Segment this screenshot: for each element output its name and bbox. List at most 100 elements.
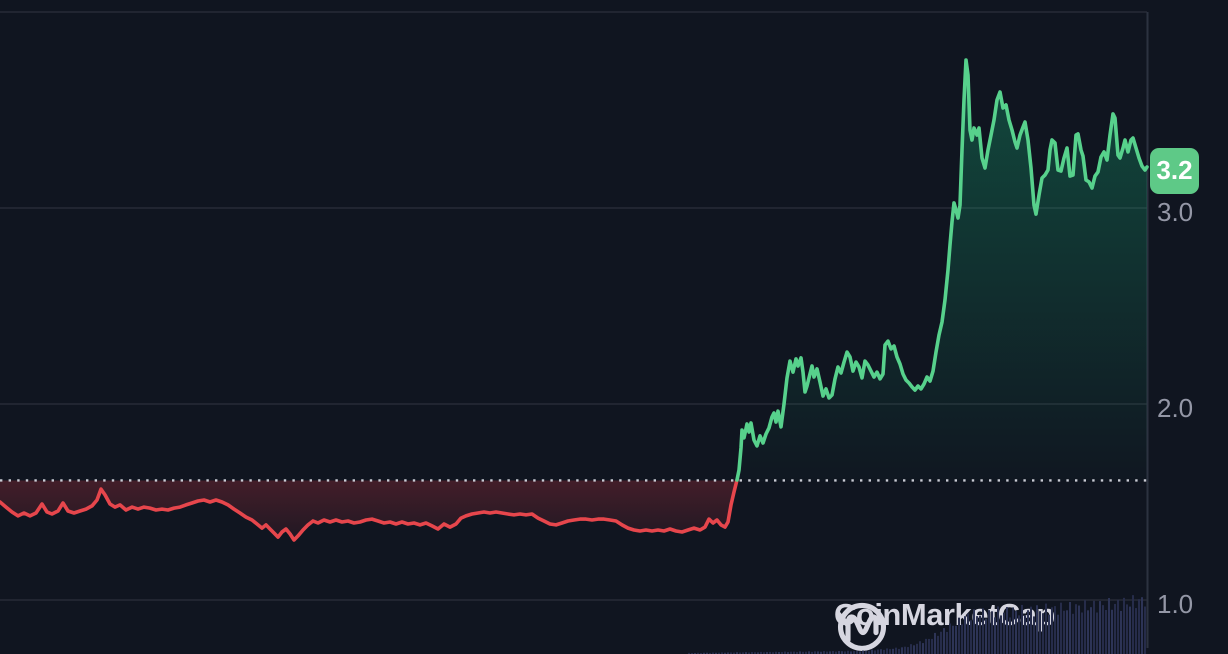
volume-bar bbox=[955, 625, 957, 654]
volume-bar bbox=[700, 652, 702, 654]
volume-bar bbox=[724, 652, 726, 654]
volume-bar bbox=[781, 652, 783, 654]
volume-bar bbox=[997, 606, 999, 654]
volume-bar bbox=[739, 652, 741, 654]
volume-bar bbox=[847, 650, 849, 654]
volume-bar bbox=[778, 652, 780, 654]
volume-bar bbox=[958, 617, 960, 654]
volume-bar bbox=[1021, 604, 1023, 654]
up-area-fill bbox=[737, 60, 1147, 481]
volume-bar bbox=[1090, 607, 1092, 654]
volume-bar bbox=[1063, 610, 1065, 654]
volume-bar bbox=[709, 652, 711, 654]
volume-bar bbox=[883, 649, 885, 654]
volume-bar bbox=[718, 652, 720, 654]
volume-bar bbox=[1030, 606, 1032, 654]
volume-bar bbox=[1045, 603, 1047, 654]
volume-bar bbox=[964, 616, 966, 654]
volume-bar bbox=[1042, 613, 1044, 654]
volume-bar bbox=[982, 608, 984, 654]
volume-bar bbox=[1036, 605, 1038, 654]
volume-bar bbox=[805, 651, 807, 654]
volume-bar bbox=[1012, 607, 1014, 654]
volume-bar bbox=[772, 652, 774, 654]
volume-bar bbox=[793, 651, 795, 654]
volume-bar bbox=[832, 651, 834, 654]
last-price-value: 3.2 bbox=[1156, 155, 1193, 186]
volume-bar bbox=[1081, 612, 1083, 654]
volume-bar bbox=[1096, 612, 1098, 654]
volume-bar bbox=[1048, 614, 1050, 654]
volume-bar bbox=[1078, 605, 1080, 654]
volume-bar bbox=[835, 651, 837, 654]
volume-bar bbox=[886, 648, 888, 654]
volume-bar bbox=[1000, 615, 1002, 654]
volume-bar bbox=[1057, 614, 1059, 654]
volume-bar bbox=[790, 651, 792, 654]
volume-bar bbox=[727, 652, 729, 654]
volume-bar bbox=[1135, 608, 1137, 654]
volume-bar bbox=[715, 652, 717, 654]
volume-bar bbox=[898, 648, 900, 654]
volume-bar bbox=[925, 638, 927, 654]
volume-bar bbox=[1117, 599, 1119, 654]
volume-bar bbox=[1111, 609, 1113, 654]
volume-bar bbox=[919, 641, 921, 654]
volume-bar bbox=[1006, 607, 1008, 654]
y-tick-label: 2.0 bbox=[1157, 393, 1194, 423]
volume-bar bbox=[1015, 611, 1017, 654]
volume-bar bbox=[895, 647, 897, 654]
volume-bar bbox=[757, 652, 759, 654]
volume-bar bbox=[859, 651, 861, 654]
volume-bar bbox=[1120, 610, 1122, 654]
volume-bar bbox=[892, 648, 894, 654]
volume-bar bbox=[952, 625, 954, 654]
volume-bar bbox=[841, 651, 843, 654]
volume-bar bbox=[943, 628, 945, 654]
volume-bar bbox=[784, 651, 786, 654]
volume-bar bbox=[856, 650, 858, 654]
volume-bar bbox=[691, 652, 693, 654]
volume-bar bbox=[1033, 616, 1035, 654]
volume-bar bbox=[1027, 610, 1029, 654]
volume-bar bbox=[826, 651, 828, 654]
volume-bar bbox=[1087, 610, 1089, 654]
volume-bar bbox=[1039, 611, 1041, 654]
volume-bar bbox=[823, 651, 825, 654]
volume-bar bbox=[1009, 617, 1011, 654]
volume-bar bbox=[820, 651, 822, 654]
volume-bar bbox=[949, 623, 951, 654]
volume-bar bbox=[760, 651, 762, 654]
volume-bar bbox=[1069, 602, 1071, 654]
volume-bar bbox=[1138, 599, 1140, 654]
volume-bar bbox=[904, 646, 906, 654]
volume-bar bbox=[907, 647, 909, 654]
volume-bar bbox=[946, 631, 948, 654]
volume-bar bbox=[1084, 600, 1086, 654]
volume-bar bbox=[913, 645, 915, 654]
volume-bar bbox=[769, 651, 771, 654]
y-tick-label: 3.0 bbox=[1157, 197, 1194, 227]
coinmarketcap-watermark: CoinMarketCap bbox=[834, 597, 1055, 651]
volume-bar bbox=[928, 638, 930, 654]
volume-bar bbox=[937, 635, 939, 654]
volume-bar bbox=[775, 651, 777, 654]
price-line-down bbox=[0, 478, 739, 542]
volume-bar bbox=[751, 652, 753, 654]
volume-bar bbox=[880, 649, 882, 654]
volume-bar bbox=[868, 650, 870, 654]
volume-bar bbox=[763, 652, 765, 654]
down-area-fill bbox=[0, 480, 737, 540]
volume-bar bbox=[916, 643, 918, 654]
volume-bars bbox=[688, 595, 1146, 654]
volume-bar bbox=[1126, 604, 1128, 654]
volume-bar bbox=[934, 632, 936, 654]
price-line-up bbox=[735, 58, 1149, 482]
volume-bar bbox=[970, 620, 972, 654]
volume-bar bbox=[721, 652, 723, 654]
volume-bar bbox=[712, 652, 714, 654]
volume-bar bbox=[1024, 615, 1026, 654]
